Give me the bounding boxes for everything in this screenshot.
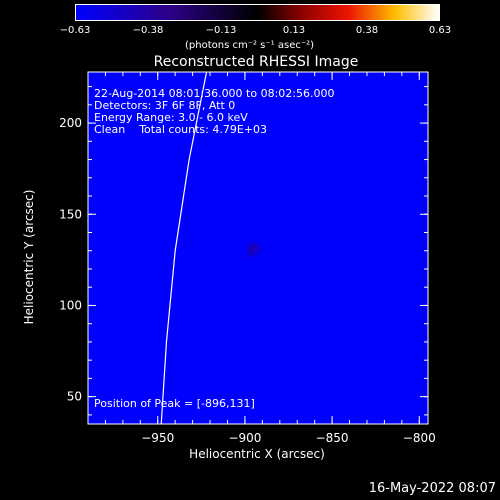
colorbar-tick-label: −0.38 <box>132 25 164 36</box>
x-axis-label: Heliocentric X (arcsec) <box>189 447 325 461</box>
y-tick-label: 150 <box>59 207 82 221</box>
colorbar-unit-label: (photons cm⁻² s⁻¹ asec⁻²) <box>185 40 315 51</box>
y-tick-label: 200 <box>59 116 82 130</box>
observation-annotations: 22-Aug-2014 08:01:36.000 to 08:02:56.000… <box>94 88 335 136</box>
annotation-time-range: 22-Aug-2014 08:01:36.000 to 08:02:56.000 <box>94 87 335 100</box>
y-axis-label: Heliocentric Y (arcsec) <box>22 189 36 325</box>
chart-title: Reconstructed RHESSI Image <box>153 54 359 70</box>
x-tick-label: −850 <box>316 431 349 445</box>
x-tick-label: −900 <box>228 431 261 445</box>
heatmap-image <box>88 72 428 424</box>
colorbar-tick-label: −0.13 <box>205 25 237 36</box>
plot-frame <box>87 71 429 425</box>
colorbar-tick-label: −0.63 <box>59 25 91 36</box>
x-tick-label: −950 <box>141 431 174 445</box>
colorbar-tick-label: 0.38 <box>355 25 379 36</box>
solar-limb-curve <box>160 71 208 425</box>
annotation-detectors: Detectors: 3F 6F 8F, Att 0 <box>94 99 236 112</box>
colorbar-tick-label: 0.13 <box>282 25 306 36</box>
annotation-energy-range: Energy Range: 3.0 - 6.0 keV <box>94 111 248 124</box>
annotation-counts: Clean Total counts: 4.79E+03 <box>94 123 268 136</box>
y-tick-label: 50 <box>67 390 82 404</box>
peak-position-label: Position of Peak = [-896,131] <box>94 397 255 410</box>
generated-timestamp: 16-May-2022 08:07 <box>368 481 496 496</box>
x-tick-label: −800 <box>403 431 436 445</box>
y-tick-label: 100 <box>59 298 82 312</box>
colorbar <box>75 4 440 21</box>
colorbar-tick-label: 0.63 <box>428 25 452 36</box>
